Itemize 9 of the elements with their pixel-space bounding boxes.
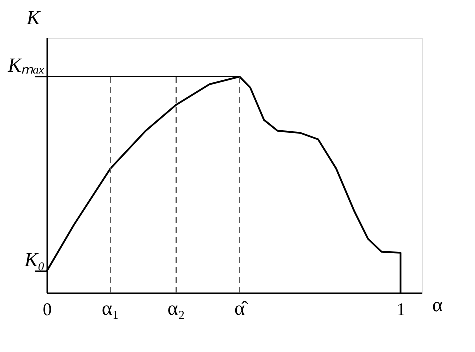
- ref-line-label: α₂: [168, 298, 186, 320]
- y-axis-title: K: [26, 8, 42, 30]
- x-tick-label: 0: [43, 300, 52, 320]
- ref-line-label: α₁: [102, 298, 120, 320]
- x-axis-title: α: [432, 294, 444, 316]
- ref-line-label: Kₘₐₓ: [7, 54, 45, 77]
- ref-line-label: K₀: [24, 249, 46, 272]
- x-tick-label: 1: [396, 300, 406, 320]
- ref-line-label: α̂: [234, 298, 250, 320]
